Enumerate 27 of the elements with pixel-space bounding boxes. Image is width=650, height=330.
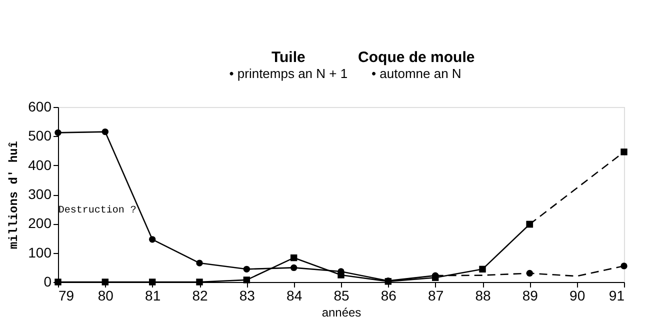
- y-tick-label: 100: [28, 244, 52, 260]
- x-tick-label: 91: [608, 288, 625, 304]
- y-axis-title: millions d' huî: [7, 140, 22, 250]
- x-tick-label: 80: [98, 288, 114, 304]
- text: Tuile: [271, 49, 306, 66]
- annotation: Destruction ?: [58, 204, 136, 216]
- y-tick-label: 500: [28, 128, 52, 144]
- text: • printemps an N + 1: [229, 66, 348, 81]
- text: Coque de moule: [358, 49, 475, 66]
- x-tick-label: 88: [475, 288, 491, 304]
- x-tick-label: 84: [286, 288, 302, 304]
- text: • automne an N: [371, 66, 462, 81]
- x-axis-title: années: [322, 306, 362, 320]
- x-tick-label: 90: [570, 288, 586, 304]
- x-tick-label: 89: [522, 288, 538, 304]
- x-tick-label: 79: [58, 288, 74, 304]
- y-tick-label: 200: [28, 215, 52, 232]
- x-tick-label: 81: [145, 288, 161, 304]
- y-tick-label: 600: [28, 98, 52, 114]
- x-tick-label: 86: [380, 288, 397, 304]
- x-tick-label: 85: [334, 288, 350, 304]
- x-tick-label: 83: [239, 288, 256, 304]
- y-tick-label: 300: [28, 186, 52, 202]
- y-tick-label: 0: [44, 274, 52, 290]
- x-tick-label: 82: [192, 288, 208, 304]
- x-tick-label: 87: [428, 288, 444, 304]
- y-tick-label: 400: [28, 156, 52, 173]
